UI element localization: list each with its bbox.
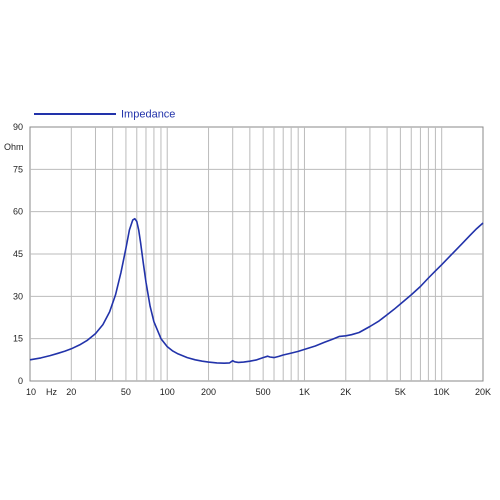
x-tick-label: 1K — [299, 387, 310, 397]
x-tick-label: 10K — [434, 387, 450, 397]
y-tick-label: 75 — [13, 164, 23, 174]
legend-label-impedance: Impedance — [121, 109, 175, 121]
x-tick-label: 200 — [201, 387, 216, 397]
y-axis-ticks: 0 15 30 45 60 75 90 — [13, 122, 23, 386]
y-tick-label: 90 — [13, 122, 23, 132]
x-tick-label: 100 — [160, 387, 175, 397]
y-tick-label: 0 — [18, 376, 23, 386]
y-axis-unit-label: Ohm — [4, 142, 24, 152]
y-tick-label: 60 — [13, 207, 23, 217]
x-tick-label: 500 — [256, 387, 271, 397]
x-tick-label: 20K — [475, 387, 491, 397]
x-tick-label: 5K — [395, 387, 406, 397]
y-tick-label: 45 — [13, 249, 23, 259]
grid-lines — [30, 127, 483, 381]
x-tick-label: 20 — [66, 387, 76, 397]
x-axis-ticks: 10 20 50 100 200 500 1K 2K 5K 10K 20K — [26, 387, 491, 397]
legend: Impedance — [34, 109, 175, 121]
x-tick-label: 50 — [121, 387, 131, 397]
series-line-impedance — [29, 217, 484, 365]
series-group — [29, 217, 484, 365]
x-tick-label: 10 — [26, 387, 36, 397]
x-axis-unit-label: Hz — [46, 387, 57, 397]
y-tick-label: 15 — [13, 334, 23, 344]
y-tick-label: 30 — [13, 291, 23, 301]
x-tick-label: 2K — [340, 387, 351, 397]
